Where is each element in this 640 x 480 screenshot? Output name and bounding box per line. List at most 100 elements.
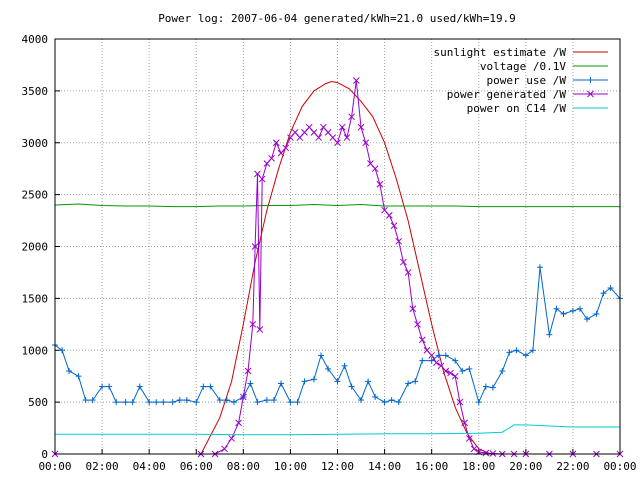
data-point — [169, 399, 176, 406]
data-point — [447, 369, 454, 377]
data-point — [569, 307, 576, 314]
data-point — [99, 383, 106, 390]
data-point — [287, 399, 294, 406]
data-point — [593, 310, 600, 317]
data-point — [506, 349, 513, 356]
data-point — [529, 347, 536, 354]
data-point — [301, 378, 308, 385]
data-point — [272, 139, 280, 147]
data-point — [315, 134, 323, 141]
x-tick-label: 06:00 — [180, 460, 213, 473]
data-point — [442, 352, 449, 359]
data-point — [395, 399, 402, 406]
data-point — [489, 384, 496, 391]
data-point — [395, 237, 403, 245]
data-point — [352, 77, 360, 84]
x-tick-label: 12:00 — [321, 460, 354, 473]
x-tick-label: 22:00 — [556, 460, 589, 473]
data-point — [122, 399, 129, 406]
x-tick-label: 00:00 — [603, 460, 636, 473]
data-point — [560, 310, 567, 317]
data-point — [270, 397, 277, 404]
data-point — [442, 367, 450, 375]
legend-label: sunlight estimate /W — [434, 46, 567, 59]
x-tick-label: 02:00 — [86, 460, 119, 473]
data-point — [419, 357, 426, 364]
data-point — [348, 113, 355, 121]
legend-marker — [587, 90, 594, 98]
data-point — [146, 399, 153, 406]
data-point — [153, 399, 160, 406]
data-point — [334, 139, 341, 147]
data-point — [362, 139, 370, 147]
data-point — [341, 362, 348, 369]
x-tick-label: 14:00 — [368, 460, 401, 473]
data-point — [607, 285, 614, 291]
data-point — [451, 372, 459, 380]
y-tick-label: 2500 — [22, 189, 49, 202]
legend-label: voltage /0.1V — [480, 60, 566, 73]
data-point — [461, 419, 468, 427]
data-point — [428, 352, 436, 359]
y-tick-label: 3000 — [22, 137, 49, 150]
data-point — [334, 378, 341, 385]
data-point — [129, 399, 136, 406]
data-point — [235, 419, 242, 427]
chart-title: Power log: 2007-06-04 generated/kWh=21.0… — [158, 12, 516, 25]
data-point — [338, 123, 346, 131]
data-point — [223, 397, 230, 404]
data-point — [357, 123, 365, 131]
data-point — [310, 376, 317, 383]
data-point — [59, 347, 66, 354]
data-point — [343, 134, 351, 141]
data-point — [385, 212, 393, 219]
data-point — [489, 450, 497, 457]
data-point — [75, 373, 82, 380]
data-point — [482, 383, 489, 390]
data-point — [456, 398, 464, 406]
x-tick-label: 08:00 — [227, 460, 260, 473]
x-tick-label: 04:00 — [133, 460, 166, 473]
data-point — [465, 435, 473, 442]
data-point — [239, 393, 247, 401]
data-point — [348, 383, 355, 390]
x-tick-label: 16:00 — [415, 460, 448, 473]
data-point — [409, 305, 417, 313]
data-point — [207, 383, 214, 390]
data-point — [576, 305, 583, 312]
data-point — [390, 222, 398, 230]
data-point — [372, 393, 379, 400]
data-point — [400, 258, 407, 266]
x-tick-label: 10:00 — [274, 460, 307, 473]
data-point — [600, 290, 607, 297]
data-point — [249, 320, 257, 328]
data-point — [89, 397, 96, 404]
tick-labels: 00:00 02:00 04:00 06:00 08:00 10:00 12:00 14:00… — [22, 33, 637, 473]
data-point — [499, 368, 506, 374]
y-tick-label: 1000 — [22, 344, 49, 357]
legend-label: power generated /W — [447, 88, 567, 101]
y-tick-label: 2000 — [22, 241, 49, 254]
data-point — [482, 449, 490, 457]
data-point — [388, 397, 395, 404]
series-line — [55, 80, 620, 455]
data-point — [251, 243, 259, 250]
data-point — [221, 445, 228, 453]
data-point — [200, 383, 207, 390]
data-point — [106, 383, 113, 390]
data-point — [183, 397, 190, 404]
data-point — [258, 175, 266, 183]
data-point — [228, 435, 235, 442]
data-point — [452, 357, 459, 364]
data-series — [51, 77, 624, 458]
y-tick-label: 3500 — [22, 85, 49, 98]
data-point — [381, 399, 388, 406]
series-line — [55, 424, 620, 436]
data-point — [546, 331, 553, 338]
data-point — [244, 367, 252, 375]
y-tick-label: 500 — [28, 396, 48, 409]
x-tick-label: 20:00 — [509, 460, 542, 473]
series-line — [200, 80, 491, 455]
